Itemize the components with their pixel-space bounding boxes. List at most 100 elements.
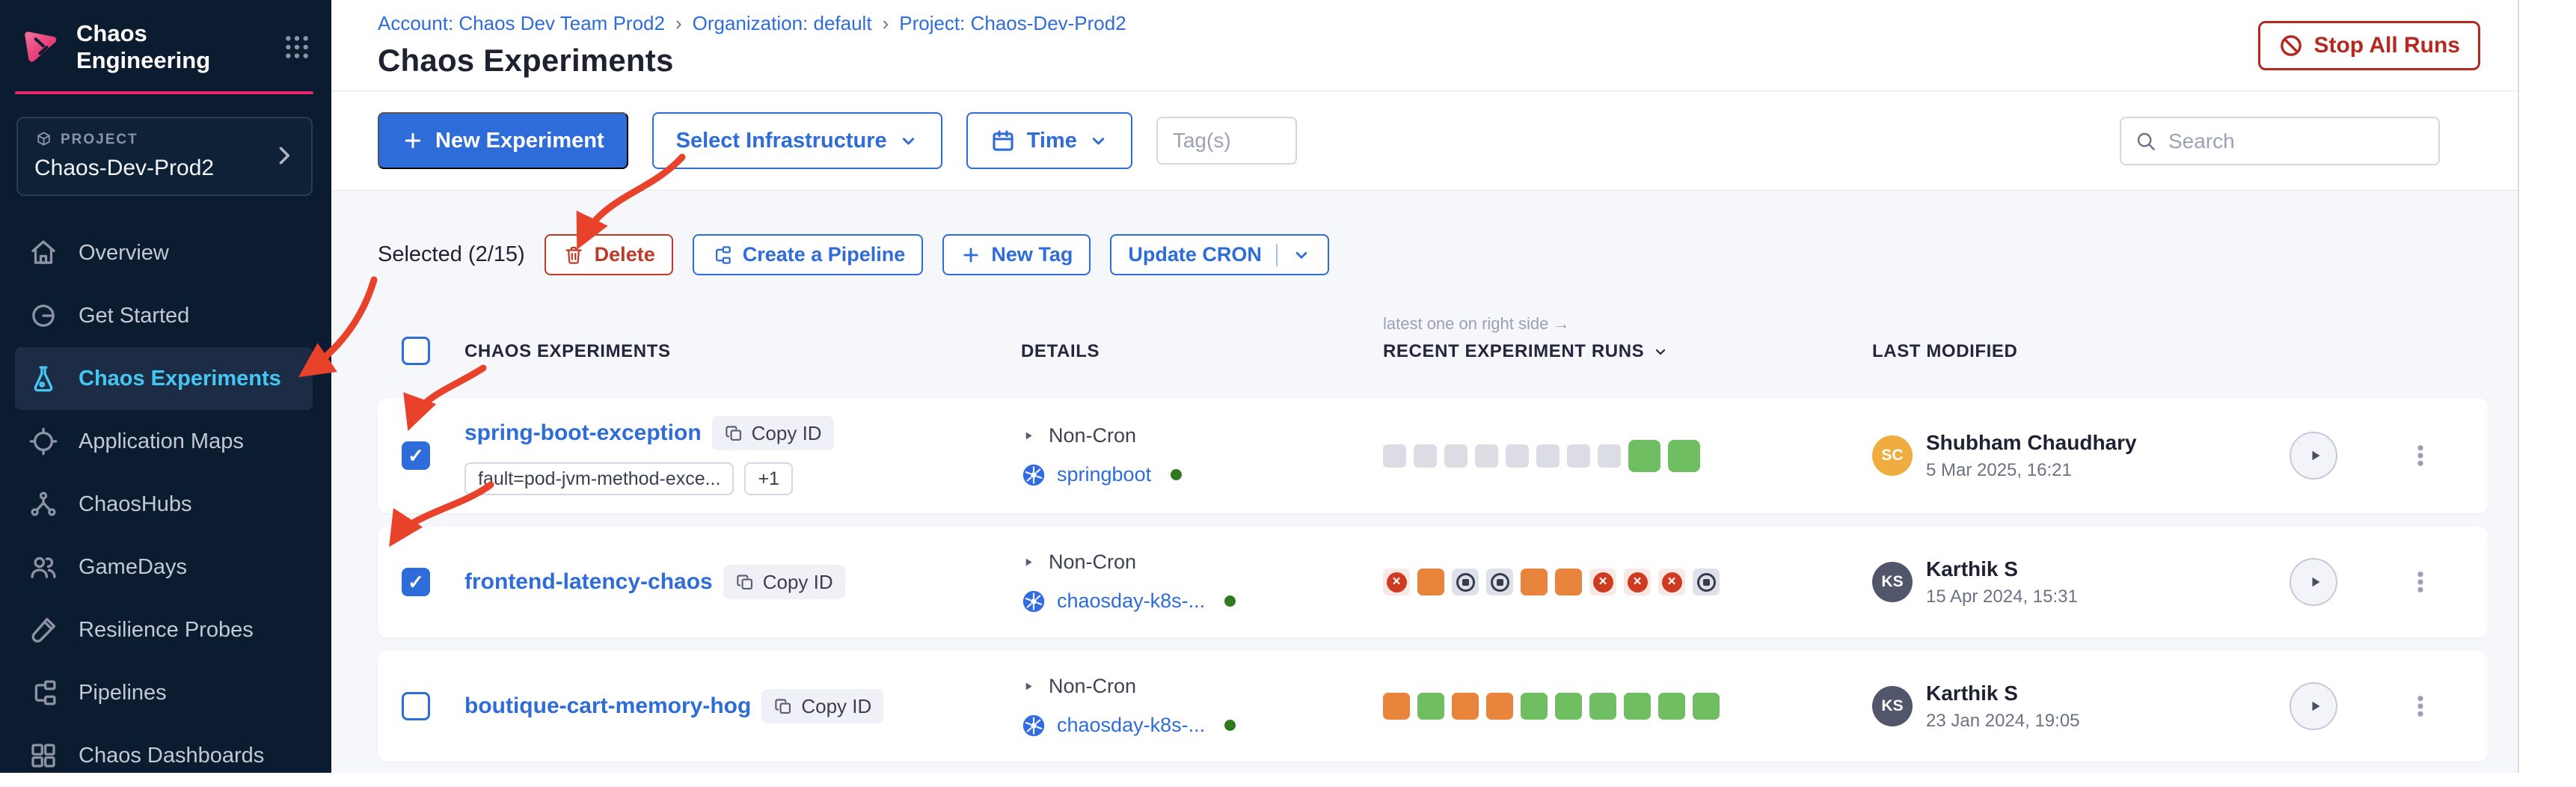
breadcrumb-link[interactable]: Organization: default bbox=[692, 12, 872, 34]
experiment-tag: +1 bbox=[744, 462, 793, 495]
chevron-down-icon bbox=[898, 131, 919, 151]
run-experiment-button[interactable] bbox=[2290, 432, 2337, 480]
experiment-run-error[interactable] bbox=[1486, 693, 1513, 720]
kubernetes-icon bbox=[1021, 462, 1046, 488]
new-experiment-button[interactable]: New Experiment bbox=[378, 112, 628, 169]
experiment-run-error[interactable] bbox=[1417, 569, 1444, 595]
experiment-run-passed[interactable] bbox=[1668, 439, 1700, 472]
circle-slash-icon bbox=[28, 300, 59, 331]
page-title: Chaos Experiments bbox=[378, 43, 674, 78]
new-tag-button[interactable]: New Tag bbox=[942, 234, 1091, 275]
chevron-down-icon bbox=[1088, 131, 1108, 151]
search-box[interactable] bbox=[2120, 117, 2440, 165]
tags-filter-input[interactable] bbox=[1156, 117, 1297, 165]
breadcrumb-link[interactable]: Project: Chaos-Dev-Prod2 bbox=[899, 12, 1126, 34]
experiment-run-passed[interactable] bbox=[1658, 693, 1685, 720]
experiment-run-empty[interactable] bbox=[1506, 444, 1529, 468]
play-icon bbox=[2306, 447, 2324, 465]
experiment-run-empty[interactable] bbox=[1567, 444, 1590, 468]
select-all-checkbox[interactable] bbox=[402, 337, 430, 365]
sidebar-item-chaos-experiments[interactable]: Chaos Experiments bbox=[15, 347, 313, 410]
stop-all-runs-button[interactable]: Stop All Runs bbox=[2258, 21, 2480, 70]
search-input[interactable] bbox=[2168, 129, 2425, 153]
experiment-run-passed[interactable] bbox=[1521, 693, 1548, 720]
row-menu-button[interactable] bbox=[2406, 441, 2435, 470]
experiment-run-error[interactable] bbox=[1383, 693, 1410, 720]
breadcrumb-link[interactable]: Account: Chaos Dev Team Prod2 bbox=[378, 12, 665, 34]
experiment-run-error[interactable] bbox=[1555, 569, 1582, 595]
sidebar-item-resilience-probes[interactable]: Resilience Probes bbox=[15, 598, 313, 661]
experiment-run-failed[interactable]: × bbox=[1658, 569, 1685, 595]
row-menu-button[interactable] bbox=[2406, 692, 2435, 720]
cron-type[interactable]: Non-Cron bbox=[1021, 675, 1365, 698]
copy-id-button[interactable]: Copy ID bbox=[723, 565, 845, 599]
column-details: DETAILS bbox=[1021, 341, 1100, 361]
infrastructure-link[interactable]: springboot bbox=[1057, 463, 1152, 486]
sidebar-item-pipelines[interactable]: Pipelines bbox=[15, 661, 313, 724]
experiment-run-passed[interactable] bbox=[1628, 439, 1660, 472]
harness-logo-icon bbox=[18, 26, 60, 68]
experiment-run-empty[interactable] bbox=[1598, 444, 1621, 468]
sidebar-item-overview[interactable]: Overview bbox=[15, 221, 313, 284]
experiment-run-failed[interactable]: × bbox=[1624, 569, 1651, 595]
experiment-run-empty[interactable] bbox=[1414, 444, 1437, 468]
experiment-run-stopped[interactable] bbox=[1486, 569, 1513, 595]
delete-button[interactable]: Delete bbox=[544, 234, 673, 275]
experiment-run-error[interactable] bbox=[1521, 569, 1548, 595]
experiment-run-passed[interactable] bbox=[1624, 693, 1651, 720]
experiment-run-empty[interactable] bbox=[1475, 444, 1498, 468]
experiment-run-error[interactable] bbox=[1452, 693, 1479, 720]
select-infrastructure-dropdown[interactable]: Select Infrastructure bbox=[651, 112, 942, 169]
cron-type[interactable]: Non-Cron bbox=[1021, 551, 1365, 574]
experiment-run-empty[interactable] bbox=[1536, 444, 1560, 468]
experiment-run-failed[interactable]: × bbox=[1589, 569, 1616, 595]
row-menu-button[interactable] bbox=[2406, 568, 2435, 596]
experiments-table-body: ✓ spring-boot-exception Copy ID fault=pod-j… bbox=[378, 398, 2488, 762]
expand-triangle-icon bbox=[1021, 679, 1035, 693]
row-checkbox[interactable]: ✓ bbox=[402, 441, 430, 470]
avatar: SC bbox=[1872, 435, 1913, 476]
project-selector[interactable]: PROJECT Chaos-Dev-Prod2 bbox=[16, 117, 313, 196]
time-filter-dropdown[interactable]: Time bbox=[966, 112, 1132, 169]
sidebar-item-gamedays[interactable]: GameDays bbox=[15, 536, 313, 598]
copy-id-button[interactable]: Copy ID bbox=[761, 689, 884, 723]
sidebar-item-label: Application Maps bbox=[79, 429, 244, 453]
app-switcher-icon[interactable] bbox=[282, 32, 312, 62]
cron-type[interactable]: Non-Cron bbox=[1021, 424, 1365, 447]
column-recent-runs[interactable]: RECENT EXPERIMENT RUNS bbox=[1383, 341, 1851, 368]
row-checkbox[interactable] bbox=[402, 692, 430, 720]
experiment-run-empty[interactable] bbox=[1444, 444, 1468, 468]
experiment-run-empty[interactable] bbox=[1383, 444, 1406, 468]
sidebar-item-label: Chaos Experiments bbox=[79, 366, 281, 391]
infrastructure-link[interactable]: chaosday-k8s-... bbox=[1057, 590, 1206, 612]
sidebar-item-label: Resilience Probes bbox=[79, 617, 254, 642]
sidebar-item-get-started[interactable]: Get Started bbox=[15, 284, 313, 347]
run-experiment-button[interactable] bbox=[2290, 558, 2337, 606]
modified-date: 5 Mar 2025, 16:21 bbox=[1926, 459, 2072, 480]
experiment-run-stopped[interactable] bbox=[1452, 569, 1479, 595]
infrastructure-link[interactable]: chaosday-k8s-... bbox=[1057, 714, 1206, 736]
experiment-run-failed[interactable]: × bbox=[1383, 569, 1410, 595]
sidebar-item-chaoshubs[interactable]: ChaosHubs bbox=[15, 473, 313, 536]
create-pipeline-button[interactable]: Create a Pipeline bbox=[692, 234, 924, 275]
breadcrumb-separator: › bbox=[675, 12, 682, 34]
row-checkbox[interactable]: ✓ bbox=[402, 568, 430, 596]
experiment-name-link[interactable]: boutique-cart-memory-hog bbox=[464, 693, 752, 718]
experiment-run-passed[interactable] bbox=[1555, 693, 1582, 720]
plus-icon bbox=[402, 129, 424, 152]
experiment-run-passed[interactable] bbox=[1589, 693, 1616, 720]
experiment-name-link[interactable]: spring-boot-exception bbox=[464, 420, 702, 445]
main-panel: Account: Chaos Dev Team Prod2 › Organizati… bbox=[331, 0, 2518, 773]
sidebar-item-chaos-dashboards[interactable]: Chaos Dashboards bbox=[15, 724, 313, 787]
failed-x-icon: × bbox=[1627, 572, 1648, 592]
copy-id-button[interactable]: Copy ID bbox=[711, 416, 834, 450]
experiment-run-stopped[interactable] bbox=[1693, 569, 1720, 595]
sidebar-item-application-maps[interactable]: Application Maps bbox=[15, 410, 313, 473]
run-experiment-button[interactable] bbox=[2290, 682, 2337, 730]
experiment-run-passed[interactable] bbox=[1417, 693, 1444, 720]
update-cron-dropdown[interactable]: Update CRON bbox=[1110, 234, 1329, 275]
experiment-row: ✓ spring-boot-exception Copy ID fault=pod-j… bbox=[378, 398, 2488, 513]
experiment-name-link[interactable]: frontend-latency-chaos bbox=[464, 569, 713, 594]
experiment-run-passed[interactable] bbox=[1693, 693, 1720, 720]
chevron-right-icon bbox=[271, 142, 298, 169]
